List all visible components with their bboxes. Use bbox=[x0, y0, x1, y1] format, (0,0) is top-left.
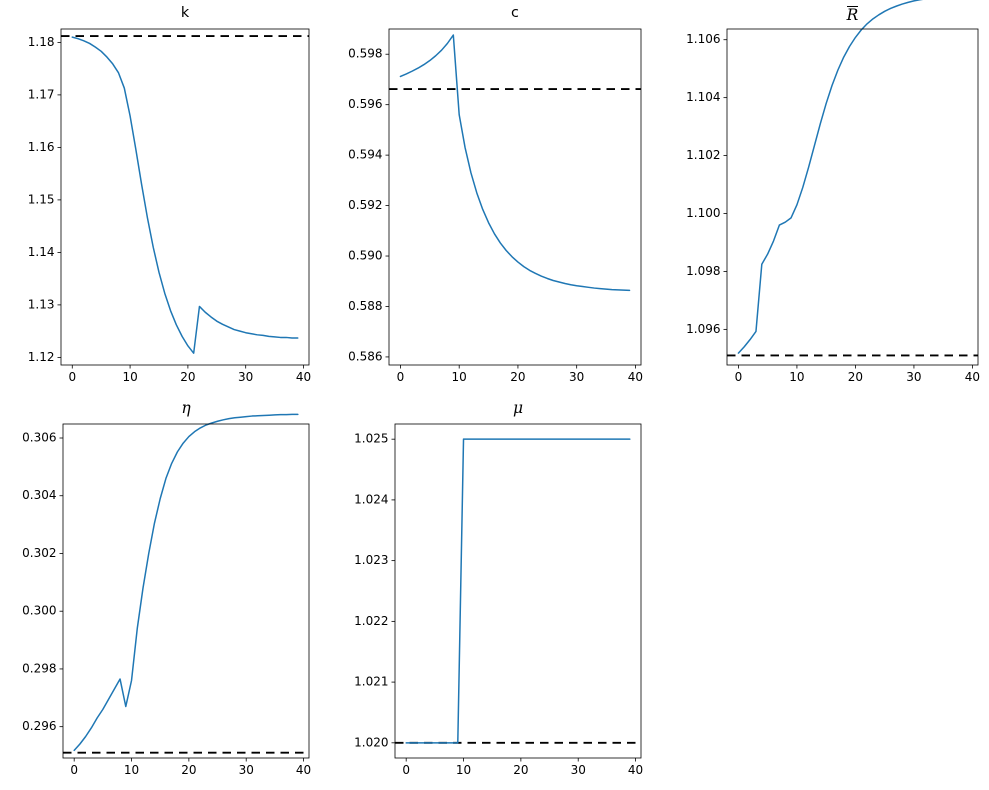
yticklabel-R_bar-5: 1.106 bbox=[686, 32, 720, 46]
xticklabel-R_bar-4: 40 bbox=[965, 370, 980, 384]
xticklabel-R_bar-0: 0 bbox=[735, 370, 743, 384]
subplot-title-c: c bbox=[511, 5, 519, 21]
xticklabel-mu-1: 10 bbox=[456, 763, 471, 777]
yticklabel-k-4: 1.16 bbox=[28, 140, 55, 154]
xticklabel-mu-2: 20 bbox=[513, 763, 528, 777]
yticklabel-c-2: 0.590 bbox=[348, 249, 382, 263]
yticklabel-eta-4: 0.304 bbox=[22, 488, 56, 502]
xticklabel-k-0: 0 bbox=[68, 370, 76, 384]
xticklabel-k-1: 10 bbox=[122, 370, 137, 384]
yticklabel-R_bar-4: 1.104 bbox=[686, 90, 720, 104]
yticklabel-eta-5: 0.306 bbox=[22, 431, 56, 445]
xticklabel-k-3: 30 bbox=[238, 370, 253, 384]
xticklabel-k-2: 20 bbox=[180, 370, 195, 384]
yticklabel-k-3: 1.15 bbox=[28, 192, 55, 206]
yticklabel-eta-2: 0.300 bbox=[22, 604, 56, 618]
subplot-title-eta: η bbox=[181, 399, 191, 417]
xticklabel-mu-0: 0 bbox=[402, 763, 410, 777]
yticklabel-mu-1: 1.021 bbox=[354, 675, 388, 689]
yticklabel-mu-2: 1.022 bbox=[354, 614, 388, 628]
yticklabel-mu-0: 1.020 bbox=[354, 735, 388, 749]
xticklabel-R_bar-2: 20 bbox=[848, 370, 863, 384]
subplot-title-R_bar: R bbox=[846, 6, 859, 24]
subplot-title-k: k bbox=[180, 5, 190, 21]
yticklabel-k-5: 1.17 bbox=[28, 87, 55, 101]
data-series-eta bbox=[73, 413, 299, 752]
yticklabel-R_bar-2: 1.100 bbox=[686, 206, 720, 220]
xticklabel-eta-1: 10 bbox=[124, 763, 139, 777]
subplot-title-mu: μ bbox=[512, 399, 524, 417]
yticklabel-c-0: 0.586 bbox=[348, 349, 382, 363]
yticklabel-R_bar-3: 1.102 bbox=[686, 148, 720, 162]
xticklabel-c-1: 10 bbox=[452, 370, 467, 384]
xticklabel-c-4: 40 bbox=[628, 370, 643, 384]
xticklabel-eta-0: 0 bbox=[70, 763, 78, 777]
axes-spines-eta bbox=[62, 423, 310, 759]
xticklabel-c-3: 30 bbox=[569, 370, 584, 384]
xticklabel-mu-4: 40 bbox=[628, 763, 643, 777]
yticklabel-c-1: 0.588 bbox=[348, 299, 382, 313]
xticklabel-eta-2: 20 bbox=[181, 763, 196, 777]
data-series-mu bbox=[405, 438, 631, 744]
axes-spines-k bbox=[60, 28, 310, 366]
yticklabel-mu-3: 1.023 bbox=[354, 553, 388, 567]
xticklabel-c-2: 20 bbox=[510, 370, 525, 384]
yticklabel-k-0: 1.12 bbox=[28, 350, 55, 364]
xticklabel-c-0: 0 bbox=[397, 370, 405, 384]
yticklabel-c-3: 0.592 bbox=[348, 198, 382, 212]
axes-spines-R_bar bbox=[726, 28, 979, 366]
xticklabel-eta-3: 30 bbox=[239, 763, 254, 777]
yticklabel-eta-3: 0.302 bbox=[22, 546, 56, 560]
axes-spines-c bbox=[388, 28, 642, 366]
xticklabel-mu-3: 30 bbox=[571, 763, 586, 777]
xticklabel-eta-4: 40 bbox=[296, 763, 311, 777]
yticklabel-mu-5: 1.025 bbox=[354, 432, 388, 446]
yticklabel-eta-1: 0.298 bbox=[22, 661, 56, 675]
yticklabel-k-1: 1.13 bbox=[28, 297, 55, 311]
data-series-R_bar bbox=[737, 0, 924, 354]
yticklabel-c-4: 0.594 bbox=[348, 148, 382, 162]
yticklabel-c-5: 0.596 bbox=[348, 97, 382, 111]
xticklabel-R_bar-3: 30 bbox=[906, 370, 921, 384]
data-series-k bbox=[71, 36, 299, 354]
yticklabel-R_bar-0: 1.096 bbox=[686, 322, 720, 336]
yticklabel-c-6: 0.598 bbox=[348, 47, 382, 61]
xticklabel-R_bar-1: 10 bbox=[789, 370, 804, 384]
yticklabel-k-2: 1.14 bbox=[28, 245, 55, 259]
axes-spines-mu bbox=[394, 423, 642, 759]
yticklabel-eta-0: 0.296 bbox=[22, 719, 56, 733]
xticklabel-k-4: 40 bbox=[296, 370, 311, 384]
yticklabel-k-6: 1.18 bbox=[28, 35, 55, 49]
data-series-c bbox=[399, 34, 631, 292]
yticklabel-mu-4: 1.024 bbox=[354, 492, 388, 506]
yticklabel-R_bar-1: 1.098 bbox=[686, 264, 720, 278]
